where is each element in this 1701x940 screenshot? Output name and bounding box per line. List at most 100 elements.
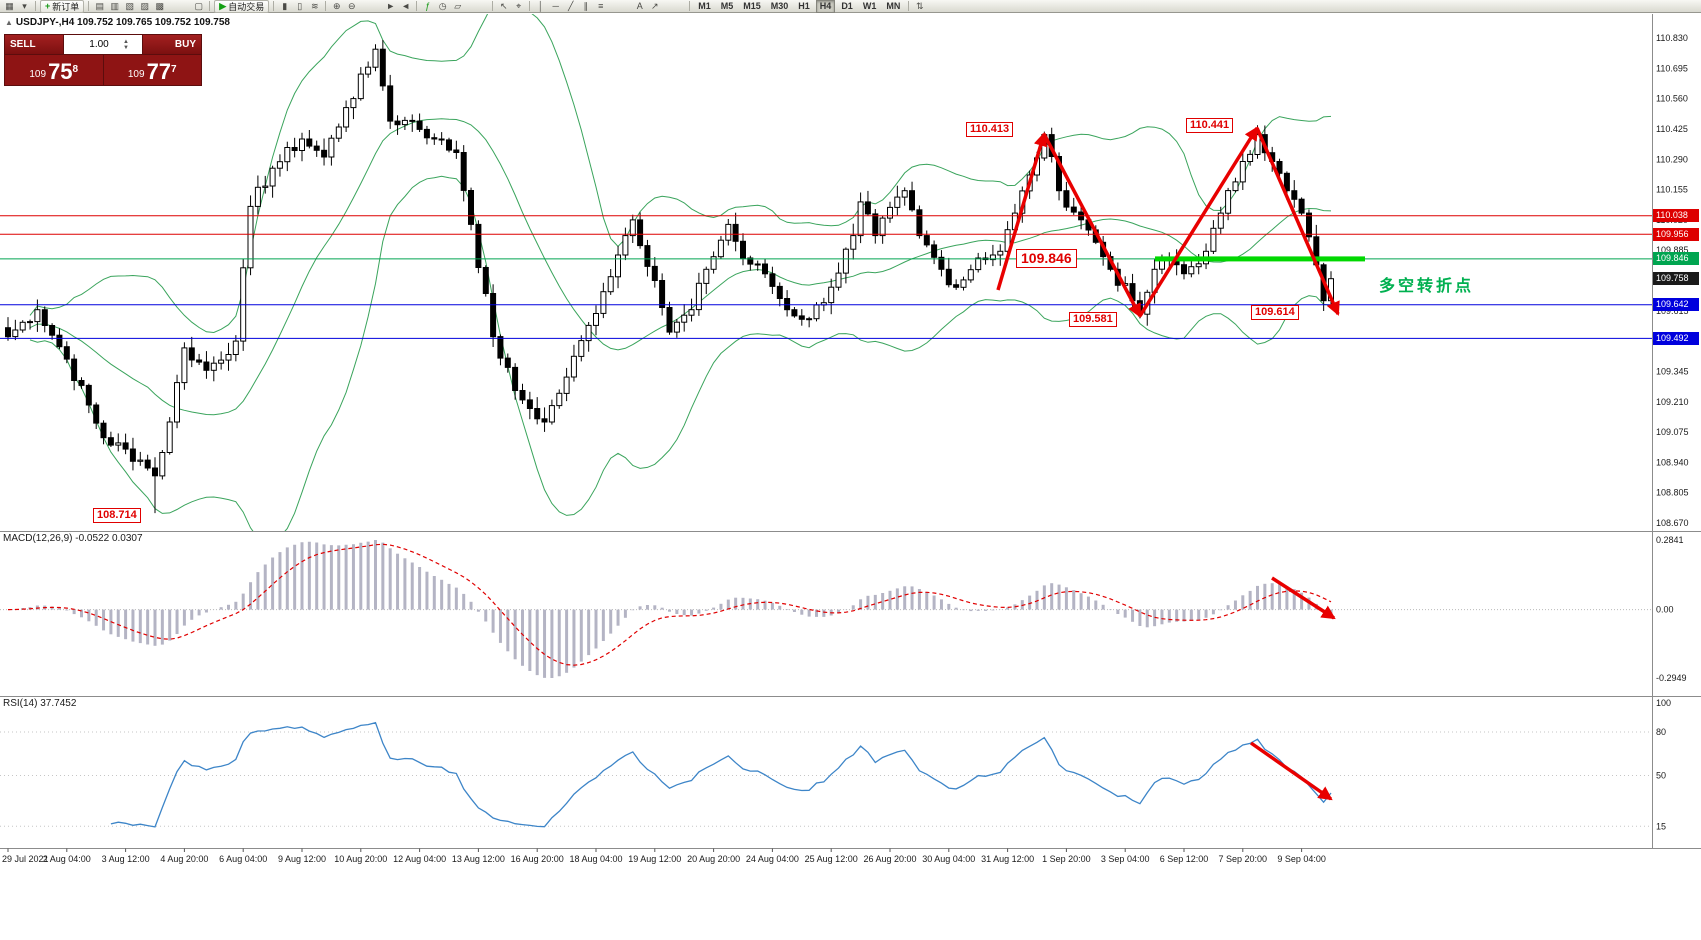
- profiles-dropdown-icon[interactable]: ▾: [22, 0, 27, 11]
- timeframe-button-d1[interactable]: D1: [841, 0, 853, 11]
- toolbar-gap: [609, 6, 631, 7]
- buy-price[interactable]: 109 77 7: [104, 55, 202, 85]
- svg-text:80: 80: [1656, 727, 1666, 737]
- timeframe-button-m1[interactable]: M1: [698, 0, 711, 11]
- metaeditor-icon[interactable]: ▢: [194, 0, 204, 11]
- svg-text:6 Aug 04:00: 6 Aug 04:00: [219, 854, 267, 864]
- price-annotation-box[interactable]: 109.846: [1016, 249, 1077, 268]
- svg-text:109.075: 109.075: [1656, 427, 1689, 437]
- toolbar-separator: [273, 1, 275, 11]
- macd-down-arrow[interactable]: [1271, 576, 1336, 620]
- sell-button[interactable]: SELL: [5, 35, 63, 54]
- macd-indicator-label: MACD(12,26,9) -0.0522 0.0307: [3, 533, 143, 544]
- navigator-icon[interactable]: ▧: [125, 0, 135, 11]
- svg-text:108.805: 108.805: [1656, 488, 1689, 498]
- vertical-line-icon[interactable]: │: [537, 0, 544, 11]
- buy-button[interactable]: BUY: [143, 35, 201, 54]
- volume-input[interactable]: [77, 38, 122, 51]
- auto-scroll-icon[interactable]: ►: [386, 0, 396, 11]
- timeframe-button-m5[interactable]: M5: [720, 0, 734, 11]
- timeframe-button-m15[interactable]: M15: [743, 0, 761, 11]
- templates-icon[interactable]: ▱: [454, 0, 462, 11]
- new-order-icon: +: [45, 1, 51, 11]
- rsi-down-arrow[interactable]: [1249, 741, 1333, 801]
- price-annotation-box[interactable]: 110.413: [966, 122, 1014, 137]
- periods-icon[interactable]: ◷: [438, 0, 447, 11]
- thick-green-segment[interactable]: [1155, 256, 1365, 262]
- toolbar-separator: [88, 1, 90, 11]
- horizontal-line-icon[interactable]: ─: [552, 0, 559, 11]
- auto-trading-icon: ▶: [219, 0, 227, 11]
- toolbar-separator: [908, 1, 910, 11]
- docking-icon[interactable]: ⇅: [916, 0, 924, 11]
- market-watch-icon[interactable]: ▤: [95, 0, 105, 11]
- svg-text:110.695: 110.695: [1656, 63, 1688, 73]
- zoom-out-icon[interactable]: ⊖: [347, 0, 356, 11]
- price-annotation-box[interactable]: 109.614: [1251, 305, 1299, 320]
- new-order-button-label: 新订单: [52, 1, 80, 12]
- svg-text:1 Sep 20:00: 1 Sep 20:00: [1042, 854, 1091, 864]
- volume-up-icon[interactable]: ▲: [123, 38, 129, 45]
- price-annotation-box[interactable]: 109.581: [1069, 312, 1117, 327]
- volume-stepper: ▲▼: [63, 35, 143, 54]
- equidistant-channel-icon[interactable]: ∥: [583, 0, 588, 11]
- svg-text:109.885: 109.885: [1656, 245, 1689, 255]
- price-axis-badge: 109.758: [1653, 272, 1699, 286]
- crosshair-icon[interactable]: ⌖: [516, 0, 522, 11]
- candlestick-chart-icon[interactable]: ▯: [297, 0, 303, 11]
- volume-spinner[interactable]: ▲ ▼: [123, 39, 129, 51]
- toolbar-separator: [416, 1, 418, 11]
- timeframe-button-h4[interactable]: H4: [815, 0, 836, 13]
- bar-chart-icon[interactable]: ▮: [282, 0, 288, 11]
- price-axis-badge: 110.038: [1653, 209, 1699, 223]
- new-order-button[interactable]: + 新订单: [40, 0, 85, 13]
- svg-text:0.2841: 0.2841: [1656, 535, 1684, 545]
- timeframe-button-w1[interactable]: W1: [862, 0, 877, 11]
- price-axis-badge: 109.642: [1653, 298, 1699, 312]
- data-window-icon[interactable]: ▥: [110, 0, 120, 11]
- chart-shift-icon[interactable]: ◄: [401, 0, 411, 11]
- svg-text:50: 50: [1656, 771, 1666, 781]
- zoom-in-icon[interactable]: ⊕: [332, 0, 341, 11]
- indicators-icon[interactable]: ƒ: [425, 0, 431, 11]
- text-label-icon[interactable]: A: [636, 0, 643, 11]
- fibonacci-icon[interactable]: ≡: [598, 0, 604, 11]
- auto-trading-button[interactable]: ▶ 自动交易: [214, 0, 270, 13]
- price-axis-badge: 109.956: [1653, 227, 1699, 241]
- svg-text:29 Jul 2021: 29 Jul 2021: [2, 854, 49, 864]
- new-chart-icon[interactable]: ▦: [5, 0, 14, 11]
- timeframe-button-m30[interactable]: M30: [770, 0, 789, 11]
- terminal-icon[interactable]: ▨: [140, 0, 150, 11]
- cursor-icon[interactable]: ↖: [499, 0, 508, 11]
- horizontal-lines[interactable]: [0, 215, 1652, 339]
- svg-text:25 Aug 12:00: 25 Aug 12:00: [805, 854, 858, 864]
- svg-text:31 Aug 12:00: 31 Aug 12:00: [981, 854, 1034, 864]
- line-chart-icon[interactable]: ≋: [310, 0, 319, 11]
- svg-text:110.830: 110.830: [1656, 33, 1688, 43]
- macd-histogram: [13, 540, 1333, 678]
- svg-text:9 Aug 12:00: 9 Aug 12:00: [278, 854, 326, 864]
- trend-zigzag-arrows[interactable]: [996, 126, 1340, 318]
- price-annotation-box[interactable]: 110.441: [1186, 118, 1234, 133]
- turning-point-note[interactable]: 多空转折点: [1379, 278, 1475, 295]
- arrow-object-icon[interactable]: ↗: [650, 0, 659, 11]
- trendline-icon[interactable]: ╱: [568, 0, 574, 11]
- sell-price[interactable]: 109 75 8: [5, 55, 104, 85]
- svg-text:108.940: 108.940: [1656, 457, 1689, 467]
- toolbar-gap: [360, 6, 382, 7]
- collapse-panel-icon[interactable]: ▲: [5, 18, 13, 27]
- price-annotation-box[interactable]: 108.714: [93, 508, 141, 523]
- svg-text:7 Sep 20:00: 7 Sep 20:00: [1219, 854, 1268, 864]
- toolbar-separator: [35, 1, 36, 11]
- timeframe-button-h1[interactable]: H1: [798, 0, 810, 11]
- svg-text:15: 15: [1656, 821, 1666, 831]
- svg-text:110.155: 110.155: [1656, 185, 1688, 195]
- strategy-tester-icon[interactable]: ▩: [155, 0, 165, 11]
- volume-down-icon[interactable]: ▼: [123, 44, 129, 51]
- svg-text:13 Aug 12:00: 13 Aug 12:00: [452, 854, 505, 864]
- timeframe-button-mn[interactable]: MN: [886, 0, 901, 11]
- svg-text:110.290: 110.290: [1656, 154, 1688, 164]
